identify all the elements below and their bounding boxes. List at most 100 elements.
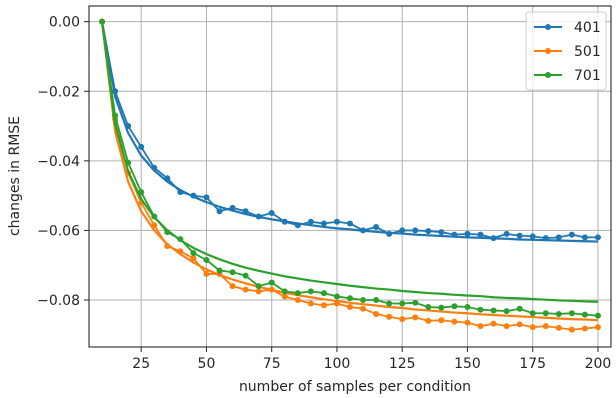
series-701-point [281,288,288,295]
series-501-point [568,326,575,333]
series-401-point [529,233,536,240]
series-701-point [360,297,367,304]
series-401-point [490,235,497,242]
series-701-point [307,288,314,295]
series-501-point [477,323,484,330]
x-tick-label: 125 [389,356,416,372]
legend-box [525,11,607,91]
series-501 [99,18,601,333]
series-401-point [320,220,327,227]
series-501-point [360,305,367,312]
x-tick-label: 175 [519,356,546,372]
series-701-point [190,250,197,257]
series-701-point [242,272,249,279]
series-401-point [307,218,314,225]
series-401-point [216,208,223,215]
series-501-point [438,317,445,324]
series-501-point [373,310,380,317]
legend-marker-401 [545,24,551,30]
series-401-point [190,192,197,199]
y-axis-label: changes in RMSE [7,116,23,236]
legend-label-701: 701 [574,68,601,84]
series-501-point [268,286,275,293]
series-701-point [151,213,158,220]
series-701-point [581,311,588,318]
series-501-point [177,248,184,255]
series-401-point [294,222,301,229]
series-701-point [503,308,510,315]
legend-marker-501 [545,48,551,54]
series-701-point [464,303,471,310]
legend-label-401: 401 [574,20,601,36]
series-401-point [386,230,393,237]
series-401-point [451,231,458,238]
series-701-point [177,236,184,243]
y-tick-label: −0.04 [37,154,80,170]
series-501-point [542,323,549,330]
series-701-point [164,229,171,236]
series-501-point [490,320,497,327]
legend: 401 501 701 [525,11,607,91]
series-401-point [281,218,288,225]
series-401-point [333,218,340,225]
series-401-point [268,210,275,217]
series-501-point [529,324,536,331]
series-401-point [568,231,575,238]
series-501-point [307,300,314,307]
series-401-point [203,194,210,201]
series-701-point [412,299,419,306]
x-tick-label: 25 [132,356,150,372]
x-tick-label: 200 [585,356,612,372]
legend-item-401: 401 [534,20,601,36]
series-701-point [399,300,406,307]
series-401-point [516,232,523,239]
series-401-point [177,189,184,196]
series-401-point [503,230,510,237]
series-501-point [399,316,406,323]
series-701-point [138,189,145,196]
series-701-point [255,283,262,290]
series-701-point [347,295,353,302]
series-701-point [112,112,119,119]
series-701-point [99,18,106,25]
series-701-point [333,293,340,300]
series-701-point [516,305,523,312]
series-501-point [190,255,197,262]
series-layer [99,18,601,333]
series-501-point [320,302,327,309]
series-501-point [503,323,510,330]
series-501-point [294,297,301,304]
x-tick-label: 100 [324,356,351,372]
y-tick-label: −0.08 [37,293,80,309]
x-axis-ticks: 25 50 75 100 125 150 175 200 [132,347,611,372]
series-501-point [242,286,249,293]
series-701-point [568,310,575,317]
series-701-point [125,159,132,166]
series-401-point [138,143,145,150]
series-401-point [425,228,432,235]
series-501-point [347,303,353,310]
series-701-point [373,297,380,304]
series-701 [99,18,601,319]
series-501-point [229,283,236,290]
series-701-point [451,303,458,310]
series-501-point [333,300,340,307]
legend-item-701: 701 [534,68,601,84]
legend-label-501: 501 [574,44,601,60]
series-401-point [229,204,236,211]
y-tick-label: 0.00 [49,15,80,31]
series-501-point [412,314,419,321]
series-501-fit-line [100,21,599,322]
series-701-point [386,300,393,307]
series-701-point [438,304,445,311]
x-tick-label: 75 [263,356,281,372]
series-401-point [255,213,262,220]
series-401-point [373,223,380,230]
series-401-point [594,234,601,241]
series-401-point [151,164,158,171]
series-501-point [451,318,458,325]
series-401-point [242,208,249,215]
series-401-fit-line [100,21,598,243]
